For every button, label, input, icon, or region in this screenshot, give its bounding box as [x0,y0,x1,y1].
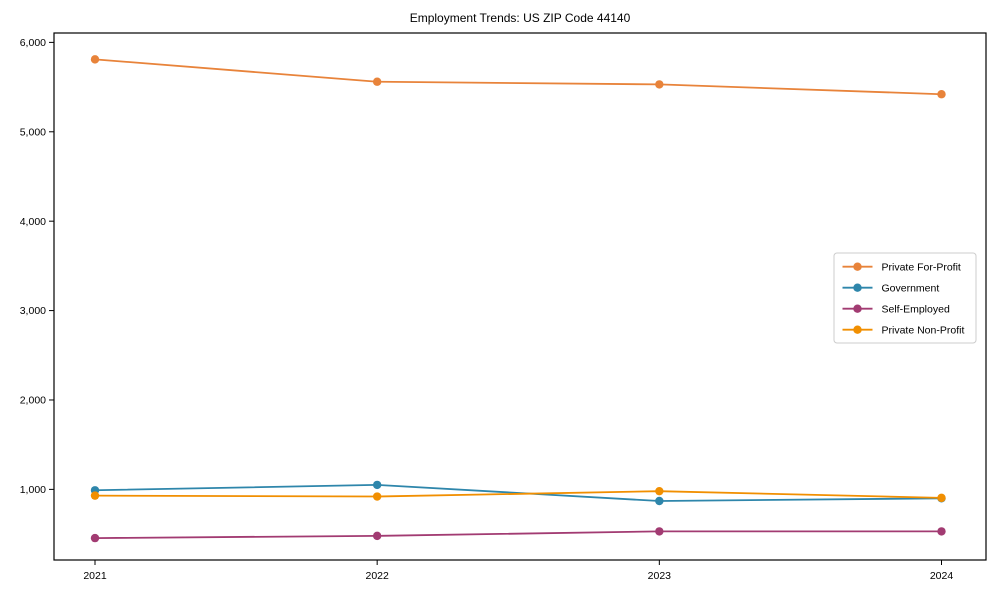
chart-title: Employment Trends: US ZIP Code 44140 [410,11,631,25]
legend-label: Government [882,283,940,295]
x-tick-label: 2022 [365,570,389,582]
legend: Private For-Profit Government Self-Employe… [833,252,977,344]
y-tick-label: 3,000 [20,305,46,317]
y-tick-label: 5,000 [20,126,46,138]
data-point [655,496,664,506]
legend-item: Private For-Profit [842,262,961,274]
y-tick-label: 6,000 [20,37,46,49]
data-point [655,486,664,496]
data-point [372,492,382,501]
legend-marker-icon [853,283,862,292]
y-tick-label: 1,000 [20,484,46,496]
data-point [937,493,946,503]
legend-item: Private Non-Profit [842,325,965,337]
series-self-employed [90,527,946,543]
data-point [655,527,664,536]
x-tick-label: 2021 [83,570,107,582]
plot-border [53,32,987,561]
data-point [372,480,382,490]
series-line [94,530,942,539]
x-tick-label: 2024 [930,570,954,582]
legend-label: Private Non-Profit [882,325,965,337]
x-axis: 2021 2022 2023 2024 [83,560,953,582]
data-point [372,531,382,541]
legend-item: Government [842,283,940,295]
data-point [90,55,100,64]
data-point [90,533,100,543]
series-private-non-profit [90,486,946,503]
series-line [94,490,942,499]
series-line [94,58,942,96]
data-point [372,77,382,86]
legend-marker-icon [853,262,862,271]
data-point [655,80,664,89]
y-tick-label: 4,000 [20,216,46,228]
x-tick-label: 2023 [648,570,672,582]
series-private-for-profit [90,55,946,99]
data-point [937,90,946,99]
legend-marker-icon [853,304,862,313]
data-point [937,527,946,536]
legend-item: Self-Employed [842,304,950,316]
y-tick-label: 2,000 [20,395,46,407]
legend-box [833,252,977,344]
data-point [90,491,100,500]
legend-label: Self-Employed [882,304,950,316]
legend-marker-icon [853,325,862,334]
legend-label: Private For-Profit [882,262,961,274]
y-axis: 1,000 2,000 3,000 4,000 5,000 6,000 [20,37,54,496]
